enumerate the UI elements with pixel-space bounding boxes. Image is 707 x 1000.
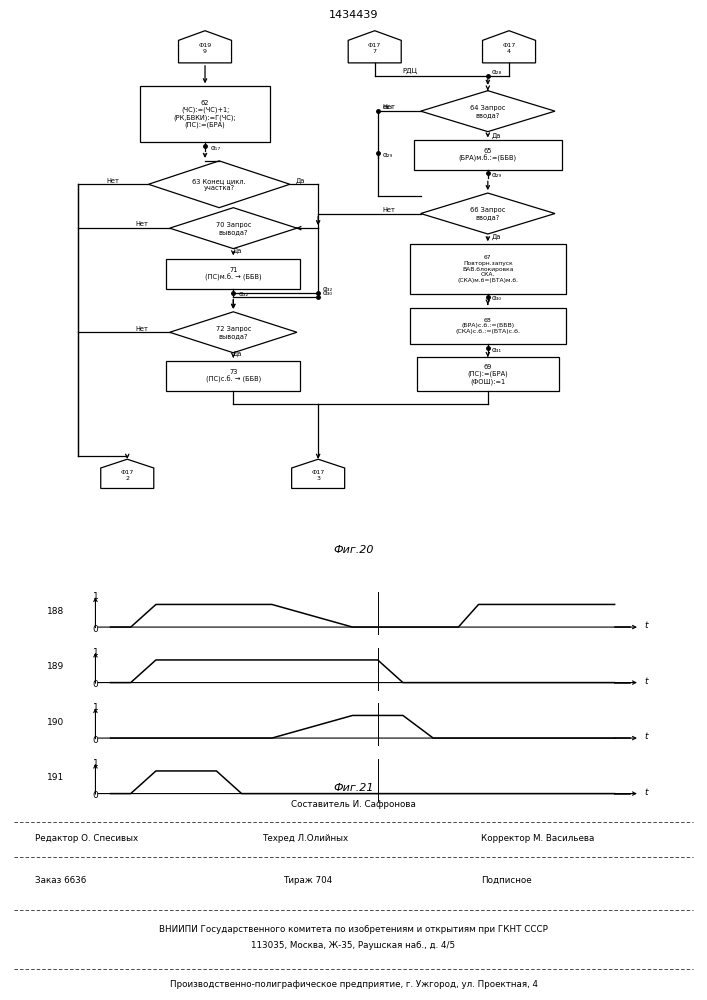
Text: 65
(БРА)м.б.:=(ББВ): 65 (БРА)м.б.:=(ББВ) (459, 148, 517, 162)
Text: Тираж 704: Тираж 704 (283, 876, 332, 885)
Text: 190: 190 (47, 718, 64, 727)
Text: 1: 1 (93, 592, 98, 601)
Text: Нет: Нет (107, 178, 119, 184)
Text: 64 Запрос
ввода?: 64 Запрос ввода? (470, 105, 506, 118)
Text: Нет: Нет (382, 104, 395, 110)
FancyBboxPatch shape (410, 308, 566, 344)
Text: α₃₁: α₃₁ (492, 347, 502, 353)
Text: 72 Запрос
вывода?: 72 Запрос вывода? (216, 326, 251, 339)
Text: 0: 0 (93, 625, 98, 634)
Text: Ф17
2: Ф17 2 (121, 470, 134, 481)
Text: 63 Конец цикл.
участка?: 63 Конец цикл. участка? (192, 178, 246, 191)
Text: Ф17
3: Ф17 3 (312, 470, 325, 481)
Text: Нет: Нет (135, 221, 148, 227)
Text: 1434439: 1434439 (329, 10, 378, 20)
Text: α₃₂: α₃₂ (239, 291, 249, 297)
Text: ВНИИПИ Государственного комитета по изобретениям и открытиям при ГКНТ СССР: ВНИИПИ Государственного комитета по изоб… (159, 925, 548, 934)
Text: 0: 0 (93, 680, 98, 689)
Text: Фиг.21: Фиг.21 (333, 783, 374, 793)
Text: 113035, Москва, Ж-35, Раушская наб., д. 4/5: 113035, Москва, Ж-35, Раушская наб., д. … (252, 941, 455, 950)
Polygon shape (483, 31, 536, 63)
Text: РДЦ: РДЦ (402, 68, 418, 74)
Text: α₁₇: α₁₇ (211, 145, 221, 151)
Polygon shape (101, 459, 153, 488)
Text: Заказ 6636: Заказ 6636 (35, 876, 86, 885)
Text: Редактор О. Спесивых: Редактор О. Спесивых (35, 834, 139, 843)
Text: α₂₉: α₂₉ (382, 104, 392, 110)
Text: Да: Да (232, 248, 242, 254)
Text: Да: Да (232, 351, 242, 357)
Text: 1: 1 (93, 648, 98, 657)
Text: 1: 1 (93, 703, 98, 712)
Polygon shape (348, 31, 402, 63)
Text: t: t (645, 677, 648, 686)
Text: 0: 0 (93, 736, 98, 745)
Text: Да: Да (296, 178, 305, 184)
Text: 0: 0 (93, 791, 98, 800)
Text: Составитель И. Сафронова: Составитель И. Сафронова (291, 800, 416, 809)
Text: α₂₉: α₂₉ (382, 152, 392, 158)
Text: Нет: Нет (135, 326, 148, 332)
Text: α₃₀: α₃₀ (492, 295, 502, 301)
Text: 189: 189 (47, 662, 64, 671)
Polygon shape (421, 91, 555, 132)
Text: Да: Да (492, 234, 501, 240)
Polygon shape (148, 161, 290, 208)
Text: 68
(БРА)с.б.:=(ББВ)
(СКА)с.б.:=(БТА)с.б.: 68 (БРА)с.б.:=(ББВ) (СКА)с.б.:=(БТА)с.б. (455, 318, 520, 334)
Text: t: t (645, 788, 648, 797)
Polygon shape (421, 193, 555, 234)
Text: 191: 191 (47, 773, 64, 782)
Text: Нет: Нет (382, 207, 395, 213)
Text: Ф19
9: Ф19 9 (199, 43, 211, 54)
Text: Фиг.20: Фиг.20 (333, 545, 374, 555)
Text: Ф17
7: Ф17 7 (368, 43, 381, 54)
FancyBboxPatch shape (166, 259, 300, 289)
Text: 71
(ПС)м.б. → (ББВ): 71 (ПС)м.б. → (ББВ) (205, 267, 262, 281)
Polygon shape (178, 31, 232, 63)
Text: 69
(ПС):=(БРА)
(ФОШ):=1: 69 (ПС):=(БРА) (ФОШ):=1 (467, 364, 508, 385)
Text: α₃₂: α₃₂ (322, 286, 332, 292)
FancyBboxPatch shape (414, 140, 562, 170)
Text: Корректор М. Васильева: Корректор М. Васильева (481, 834, 594, 843)
Text: Ф17
4: Ф17 4 (503, 43, 515, 54)
Text: t: t (645, 732, 648, 741)
Text: 67
Повторн.запуск
ВАВ.блокировка
СКА.
(СКА)м.б=(БТА)м.б.: 67 Повторн.запуск ВАВ.блокировка СКА. (С… (457, 255, 518, 283)
Text: 62
(ЧС):=(ЧС)+1;
(РК,БВКИ):=Г(ЧС);
(ПС):=(БРА): 62 (ЧС):=(ЧС)+1; (РК,БВКИ):=Г(ЧС); (ПС):… (174, 100, 236, 128)
Polygon shape (291, 459, 345, 488)
Text: 73
(ПС)с.б. → (ББВ): 73 (ПС)с.б. → (ББВ) (206, 369, 261, 383)
Text: α₃₀: α₃₀ (322, 290, 332, 296)
Text: 188: 188 (47, 607, 64, 616)
Text: 1: 1 (93, 759, 98, 768)
FancyBboxPatch shape (166, 361, 300, 391)
Text: Подписное: Подписное (481, 876, 532, 885)
Text: t: t (645, 621, 648, 630)
Text: Да: Да (492, 132, 501, 139)
Polygon shape (170, 312, 297, 353)
Text: Техред Л.Олийных: Техред Л.Олийных (262, 834, 348, 843)
Text: 66 Запрос
ввода?: 66 Запрос ввода? (470, 207, 506, 220)
Polygon shape (170, 208, 297, 249)
Text: Производственно-полиграфическое предприятие, г. Ужгород, ул. Проектная, 4: Производственно-полиграфическое предприя… (170, 980, 537, 989)
Text: 70 Запрос
вывода?: 70 Запрос вывода? (216, 222, 251, 235)
Text: α₂₈: α₂₈ (492, 69, 502, 75)
FancyBboxPatch shape (417, 357, 559, 391)
Text: α₂₉: α₂₉ (492, 172, 502, 178)
FancyBboxPatch shape (140, 86, 270, 142)
FancyBboxPatch shape (410, 244, 566, 294)
